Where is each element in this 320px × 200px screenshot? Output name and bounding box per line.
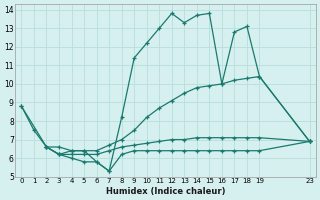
- X-axis label: Humidex (Indice chaleur): Humidex (Indice chaleur): [106, 187, 225, 196]
